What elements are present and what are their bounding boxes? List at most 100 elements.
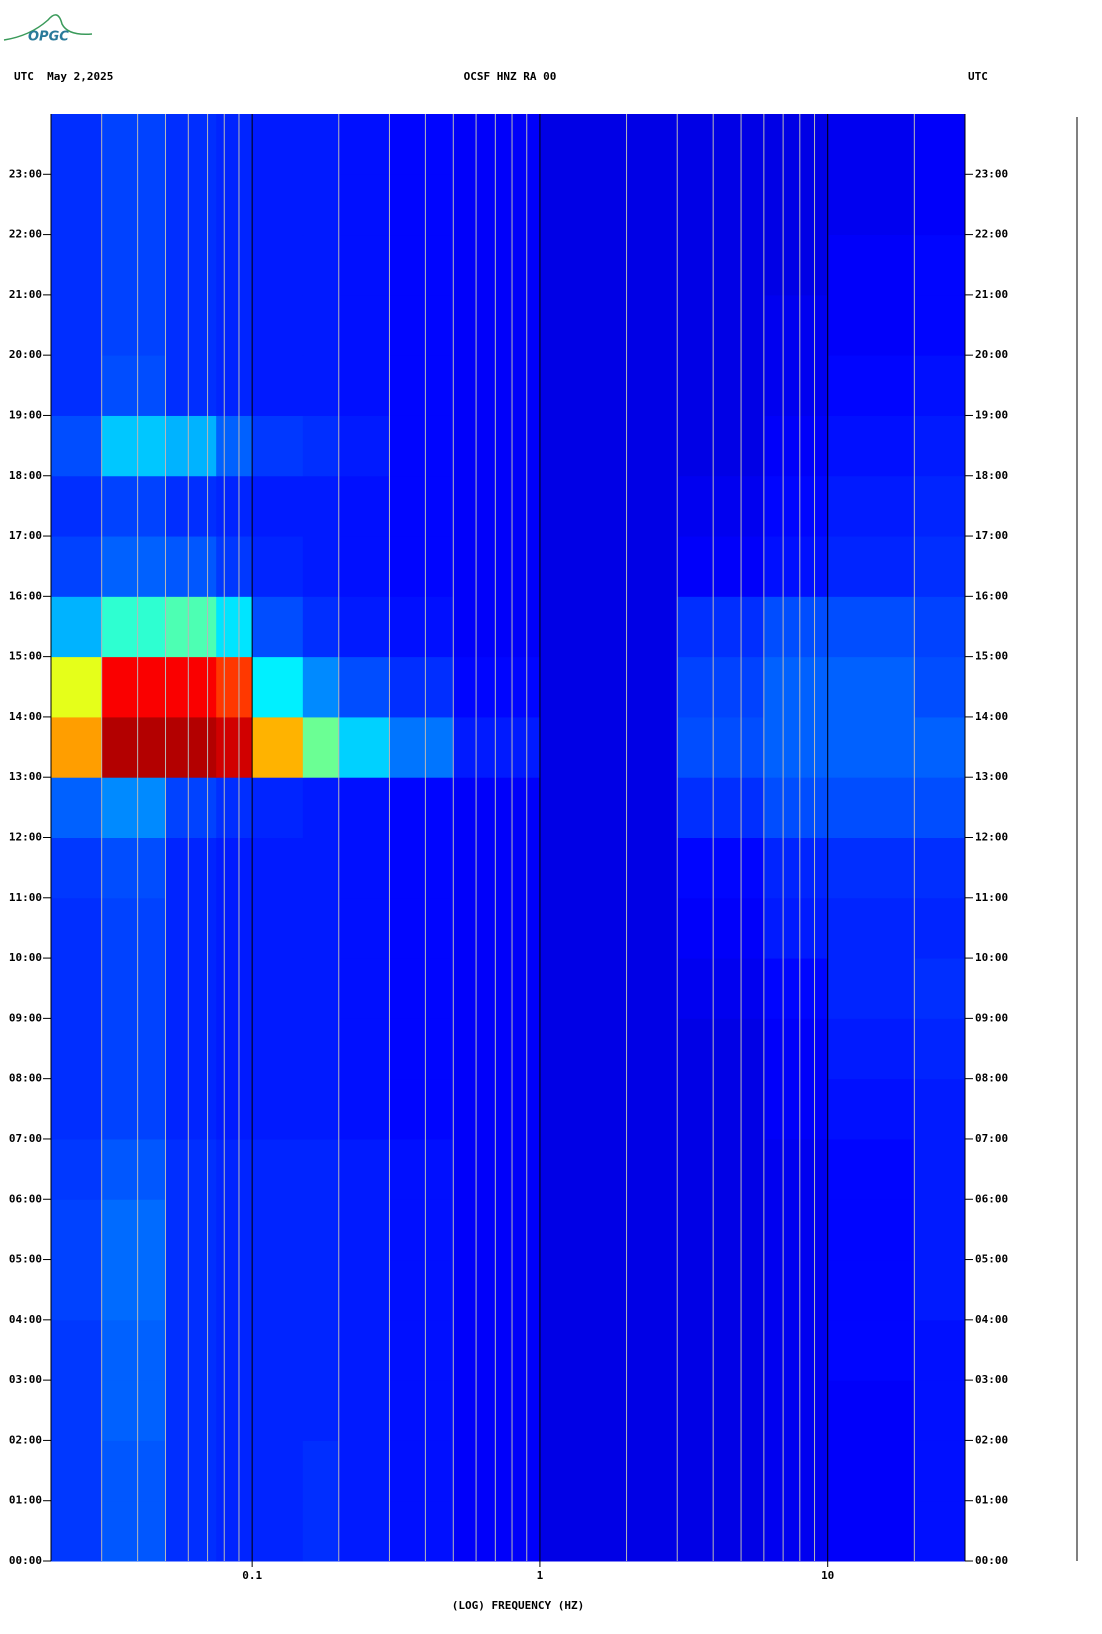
heatmap-cell [453, 1500, 541, 1562]
heatmap-cell [827, 1500, 915, 1562]
heatmap-cell [763, 1259, 829, 1321]
heatmap-cell [338, 1018, 390, 1080]
heatmap-cell [677, 475, 765, 537]
y-tick-label: 01:00 [9, 1494, 42, 1507]
heatmap-cell [677, 294, 765, 356]
heatmap-cell [302, 1440, 340, 1502]
heatmap-cell [165, 958, 217, 1019]
heatmap-cell [763, 234, 829, 296]
heatmap-cell [389, 475, 454, 537]
axes: 0.1 1 10 00:00 00:00 01:00 01:00 02:00 02:00 03:0… [9, 114, 1008, 1582]
heatmap-cell [677, 1199, 765, 1261]
heatmap-cell [763, 1199, 829, 1261]
heatmap-cell [165, 536, 217, 597]
heatmap-cell [252, 1380, 304, 1441]
y-tick-label-right: 18:00 [975, 469, 1008, 482]
heatmap-cell [302, 596, 340, 658]
heatmap-cell [101, 355, 167, 416]
heatmap-cell [101, 1440, 167, 1502]
heatmap-cell [338, 897, 390, 959]
heatmap-cell [539, 1500, 678, 1562]
heatmap-cell [101, 234, 167, 296]
heatmap-cell [338, 1319, 390, 1381]
heatmap-cell [539, 1138, 678, 1200]
heatmap-cell [101, 294, 167, 356]
heatmap-cell [252, 1078, 304, 1140]
heatmap-cell [914, 1138, 966, 1200]
heatmap-cell [914, 1199, 966, 1261]
heatmap-cell [101, 837, 167, 899]
heatmap-cell [165, 1199, 217, 1261]
heatmap-cell [539, 1199, 678, 1261]
y-tick-label-right: 10:00 [975, 951, 1008, 964]
heatmap-cell [763, 1319, 829, 1381]
heatmap-cell [252, 596, 304, 658]
heatmap-cell [252, 1018, 304, 1080]
heatmap-cell [763, 897, 829, 959]
heatmap-cell [216, 294, 253, 356]
heatmap-cell [252, 174, 304, 236]
heatmap-cell [763, 1078, 829, 1140]
heatmap-cell [389, 234, 454, 296]
heatmap-cell [539, 1078, 678, 1140]
heatmap-cell [165, 294, 217, 356]
heatmap-cell [165, 475, 217, 537]
heatmap-cell [302, 1138, 340, 1200]
heatmap-cell [216, 958, 253, 1019]
heatmap-cell [302, 174, 340, 236]
heatmap-cell [165, 716, 217, 778]
heatmap-cell [914, 1078, 966, 1140]
heatmap-cell [338, 475, 390, 537]
heatmap-cell [165, 114, 217, 175]
y-tick-label: 11:00 [9, 891, 42, 904]
heatmap-cell [914, 475, 966, 537]
heatmap-cell [914, 596, 966, 658]
heatmap-cell [216, 355, 253, 416]
heatmap-cell [677, 656, 765, 718]
y-tick-label-right: 12:00 [975, 831, 1008, 844]
heatmap-cell [252, 1440, 304, 1502]
heatmap-cell [216, 415, 253, 477]
y-tick-label-right: 20:00 [975, 348, 1008, 361]
heatmap-cell [914, 837, 966, 899]
y-tick-label: 22:00 [9, 228, 42, 241]
heatmap-cell [539, 234, 678, 296]
heatmap-cell [101, 1138, 167, 1200]
heatmap-cell [763, 415, 829, 477]
heatmap-cell [539, 114, 678, 175]
y-tick-label-right: 16:00 [975, 589, 1008, 602]
heatmap-cell [677, 897, 765, 959]
heatmap-cell [302, 1018, 340, 1080]
heatmap-cell [252, 234, 304, 296]
heatmap-cell [677, 837, 765, 899]
heatmap-cell [51, 1259, 103, 1321]
heatmap-cell [827, 1018, 915, 1080]
x-tick-label: 1 [537, 1569, 544, 1582]
heatmap-cell [539, 475, 678, 537]
y-tick-label-right: 21:00 [975, 288, 1008, 301]
heatmap-cell [165, 1138, 217, 1200]
heatmap-cell [216, 1138, 253, 1200]
heatmap-cell [338, 536, 390, 597]
heatmap-cell [827, 837, 915, 899]
heatmap-cell [389, 958, 454, 1019]
heatmap-cell [101, 174, 167, 236]
heatmap-cell [763, 1380, 829, 1441]
logo: OPGC [3, 14, 93, 45]
heatmap-cell [165, 174, 217, 236]
heatmap-cell [51, 355, 103, 416]
heatmap-cell [677, 536, 765, 597]
heatmap-cell [51, 596, 103, 658]
heatmap-cell [101, 536, 167, 597]
y-tick-label: 07:00 [9, 1132, 42, 1145]
heatmap-cell [51, 1319, 103, 1381]
heatmap-cell [51, 1199, 103, 1261]
heatmap-cell [338, 1259, 390, 1321]
y-tick-label: 09:00 [9, 1011, 42, 1024]
heatmap-cell [453, 355, 541, 416]
heatmap-cell [914, 234, 966, 296]
heatmap-cell [389, 1380, 454, 1441]
heatmap-cell [302, 415, 340, 477]
heatmap-cell [677, 355, 765, 416]
heatmap-cell [677, 234, 765, 296]
